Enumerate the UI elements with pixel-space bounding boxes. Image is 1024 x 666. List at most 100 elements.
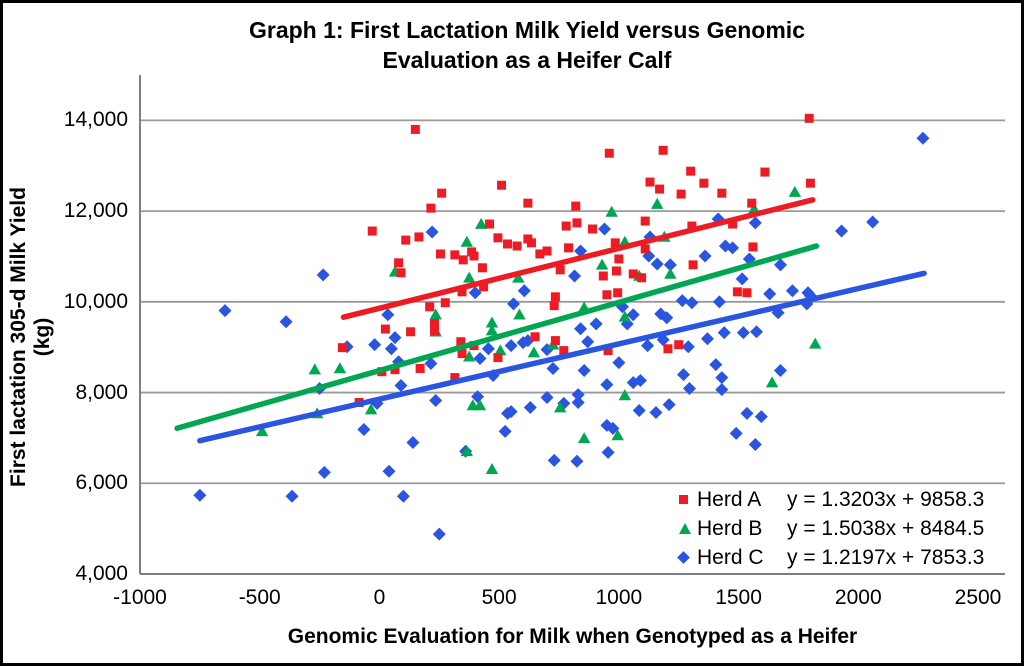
point-herd-c [504, 339, 518, 353]
point-herd-a [604, 148, 614, 158]
point-herd-c [649, 406, 663, 420]
point-herd-a [805, 178, 815, 188]
point-herd-c [698, 249, 712, 263]
point-herd-b [485, 316, 499, 328]
x-axis-title: Genomic Evaluation for Milk when Genotyp… [287, 625, 858, 648]
point-herd-c [357, 423, 371, 437]
point-herd-c [750, 325, 764, 339]
point-herd-a [549, 301, 559, 311]
point-herd-c [429, 393, 443, 407]
point-herd-a [555, 265, 565, 275]
point-herd-c [384, 342, 398, 356]
point-herd-a [687, 221, 697, 231]
point-herd-c [785, 284, 799, 298]
point-herd-a [572, 218, 582, 228]
point-herd-c [685, 296, 699, 310]
point-herd-a [450, 250, 460, 260]
y-tick-label-6000: 6,000 [75, 471, 128, 495]
point-herd-b [595, 258, 609, 270]
x-tick-label-2000: 2000 [834, 586, 882, 609]
x-tick-label--500: -500 [238, 586, 281, 609]
square-marker-shape [679, 495, 688, 504]
point-herd-a [640, 216, 650, 226]
point-herd-c [835, 224, 849, 238]
point-herd-b [808, 337, 822, 349]
point-herd-c [577, 364, 591, 378]
point-herd-a [550, 292, 560, 302]
point-herd-a [742, 288, 752, 298]
point-herd-c [677, 368, 691, 382]
point-herd-a [457, 287, 467, 297]
point-herd-a [497, 180, 507, 190]
point-herd-b [494, 344, 507, 356]
point-herd-a [425, 302, 435, 312]
y-tick-label-12000: 12,000 [63, 199, 128, 223]
point-herd-c [218, 304, 232, 318]
point-herd-c [571, 396, 585, 410]
point-herd-c [633, 374, 647, 388]
point-herd-c [574, 322, 588, 336]
point-herd-a [663, 344, 673, 354]
point-herd-a [588, 224, 598, 234]
point-herd-c [632, 403, 646, 417]
point-herd-b [463, 271, 476, 283]
point-herd-a [526, 238, 536, 248]
point-herd-c [597, 222, 611, 236]
legend-trendline-equation: y = 1.3203x + 9858.3 [787, 487, 985, 511]
square-marker-icon [679, 495, 697, 504]
y-tick-label-10000: 10,000 [63, 289, 128, 313]
point-herd-c [726, 241, 740, 255]
point-herd-c [736, 326, 750, 340]
legend-row-herd-a: Herd A y = 1.3203x + 9858.3 [679, 485, 984, 514]
point-herd-c [612, 356, 626, 370]
point-herd-a [429, 326, 439, 336]
diamond-marker-icon [677, 551, 697, 564]
point-herd-b [429, 308, 442, 320]
point-herd-a [603, 346, 613, 356]
point-herd-c [396, 489, 410, 503]
point-herd-a [479, 282, 489, 292]
point-herd-c [574, 244, 588, 258]
point-herd-c [316, 268, 330, 282]
legend-series-label: Herd B [697, 516, 763, 540]
point-herd-b [577, 432, 591, 444]
y-tick-label-14000: 14,000 [63, 108, 128, 132]
point-herd-a [415, 364, 425, 374]
point-herd-a [523, 198, 533, 208]
point-herd-a [728, 219, 738, 229]
point-herd-c [394, 379, 408, 393]
legend-trendline-equation: y = 1.5038x + 8484.5 [787, 516, 985, 540]
point-herd-c [866, 215, 880, 229]
point-herd-a [645, 177, 655, 187]
point-herd-a [561, 221, 571, 231]
y-tick-label-8000: 8,000 [75, 380, 128, 404]
point-herd-a [435, 249, 445, 259]
chart-title-line1: Graph 1: First Lactation Milk Yield vers… [249, 17, 805, 43]
point-herd-a [655, 184, 665, 194]
legend-row-herd-c: Herd C y = 1.2197x + 7853.3 [677, 543, 984, 572]
point-herd-a [614, 254, 624, 264]
point-herd-c [471, 390, 485, 404]
point-herd-a [598, 271, 608, 281]
point-herd-c [709, 358, 723, 372]
point-herd-c [660, 311, 674, 325]
point-herd-b [473, 399, 487, 411]
point-herd-c [662, 398, 676, 412]
point-herd-a [613, 288, 623, 298]
point-herd-c [388, 331, 402, 345]
point-herd-b [788, 185, 802, 197]
y-axis-title: First lactation 305-d Milk Yield (kg) [7, 187, 54, 487]
point-herd-a [732, 287, 742, 297]
point-herd-c [773, 364, 787, 378]
point-herd-a [686, 166, 696, 176]
point-herd-c [735, 272, 749, 286]
point-herd-b [765, 376, 779, 388]
point-herd-c [317, 465, 331, 479]
point-herd-a [410, 124, 420, 134]
point-herd-a [493, 353, 503, 363]
x-tick-label--1000: -1000 [113, 586, 167, 609]
point-herd-b [460, 235, 474, 247]
point-herd-a [426, 203, 436, 213]
point-herd-c [571, 388, 585, 402]
